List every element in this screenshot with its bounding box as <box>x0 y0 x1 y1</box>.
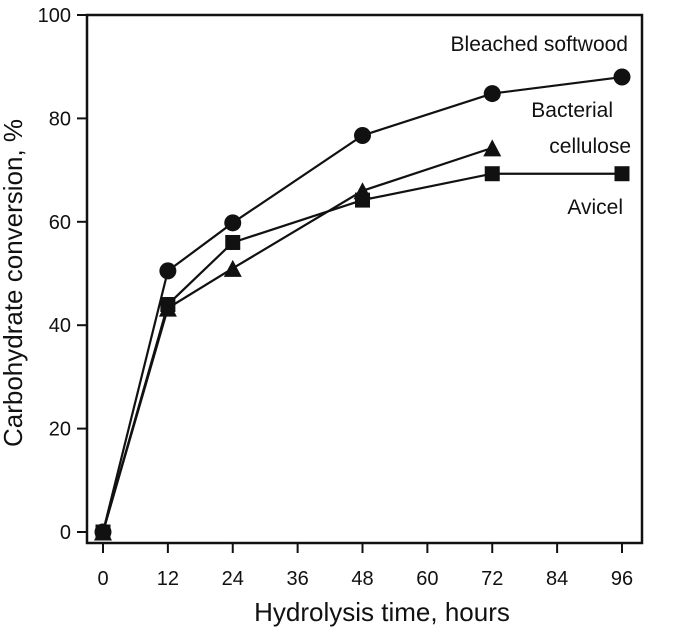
bacterial-cellulose-point-4 <box>483 139 502 157</box>
bleached-softwood-point-5 <box>613 68 631 86</box>
series-label-bacterial-line-2: cellulose <box>549 135 631 158</box>
y-tick-label-3: 60 <box>49 212 71 234</box>
y-tick-label-5: 100 <box>38 5 71 27</box>
bleached-softwood-line <box>101 75 623 533</box>
avicel-point-4 <box>484 166 500 182</box>
x-tick-label-7: 84 <box>546 568 568 590</box>
y-tick-label-0: 0 <box>60 522 71 544</box>
series-label-avicel: Avicel <box>567 196 623 219</box>
x-tick-label-4: 48 <box>351 568 373 590</box>
avicel-point-1 <box>160 297 176 313</box>
bleached-softwood-point-2 <box>224 214 242 232</box>
y-tick-label-4: 80 <box>49 108 71 130</box>
bleached-softwood-point-3 <box>354 126 371 144</box>
bacterial-cellulose-point-2 <box>223 259 242 277</box>
y-tick-label-1: 20 <box>49 419 71 441</box>
y-tick-label-2: 40 <box>49 315 71 337</box>
y-axis-title: Carbohydrate conversion, % <box>0 119 28 447</box>
avicel-point-2 <box>225 234 241 250</box>
bleached-softwood-point-1 <box>159 262 177 280</box>
avicel-point-3 <box>355 192 370 208</box>
x-tick-label-1: 12 <box>157 568 179 590</box>
avicel-point-5 <box>614 166 630 182</box>
series-layer <box>94 68 631 541</box>
bacterial-cellulose-line <box>101 146 493 533</box>
plot-frame <box>85 13 644 545</box>
avicel-point-0 <box>95 524 111 540</box>
axes-layer: 0 12 24 36 48 60 72 84 96 0 20 40 60 80 100 <box>38 5 644 590</box>
series-label-bleached-softwood: Bleached softwood <box>451 33 628 56</box>
x-tick-label-8: 96 <box>611 568 633 590</box>
x-axis-title: Hydrolysis time, hours <box>254 597 510 627</box>
series-label-bacterial-line-1: Bacterial <box>531 99 613 122</box>
labels-layer: Hydrolysis time, hours Carbohydrate conv… <box>0 33 631 627</box>
x-tick-label-2: 24 <box>222 568 244 590</box>
x-tick-label-3: 36 <box>287 568 309 590</box>
x-tick-label-6: 72 <box>481 568 503 590</box>
bleached-softwood-point-4 <box>483 85 501 103</box>
avicel-line <box>101 172 622 533</box>
x-tick-label-5: 60 <box>416 568 438 590</box>
x-tick-label-0: 0 <box>97 568 108 590</box>
